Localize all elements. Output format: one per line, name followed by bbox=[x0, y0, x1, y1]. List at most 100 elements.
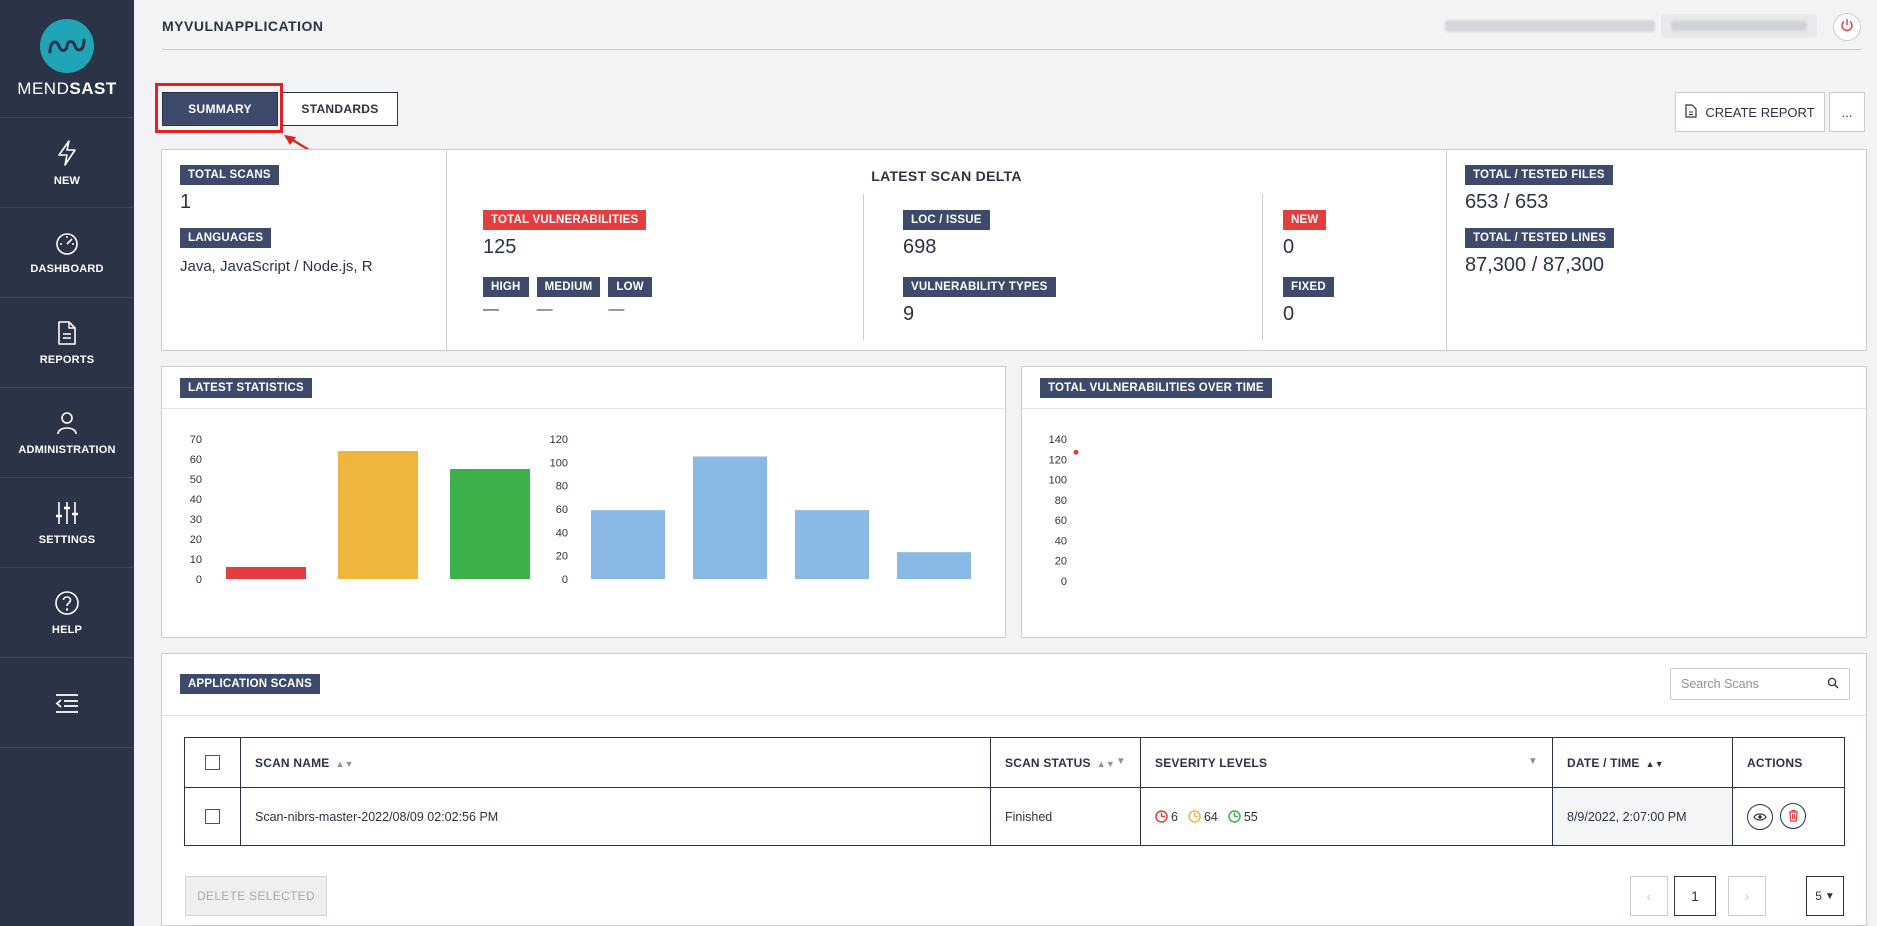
y-tick-label: 0 bbox=[1061, 576, 1067, 588]
bar bbox=[338, 451, 418, 579]
tab-summary[interactable]: SUMMARY bbox=[162, 92, 278, 126]
user-icon bbox=[55, 410, 79, 436]
y-tick-label: 100 bbox=[550, 457, 568, 469]
y-tick-label: 140 bbox=[1049, 434, 1067, 446]
sidebar-item-new[interactable]: NEW bbox=[0, 118, 134, 208]
sort-icon[interactable]: ▲▼ bbox=[335, 758, 354, 769]
loc-group: LOC / ISSUE 698 VULNERABILITY TYPES 9 bbox=[903, 210, 1056, 326]
sidebar-item-help[interactable]: HELP bbox=[0, 568, 134, 658]
more-options-button[interactable]: ... bbox=[1829, 92, 1865, 132]
sidebar-item-reports[interactable]: REPORTS bbox=[0, 298, 134, 388]
y-tick-label: 40 bbox=[190, 494, 202, 506]
summary-panel: TOTAL SCANS 1 LANGUAGES Java, JavaScript… bbox=[161, 149, 1867, 351]
sort-icon[interactable]: ▲▼ bbox=[1096, 758, 1115, 769]
create-report-button[interactable]: CREATE REPORT bbox=[1675, 92, 1825, 132]
bar bbox=[591, 510, 665, 579]
delete-button[interactable] bbox=[1780, 802, 1807, 829]
power-icon bbox=[1840, 18, 1854, 37]
y-tick-label: 80 bbox=[556, 481, 568, 493]
lines-label: TOTAL / TESTED LINES bbox=[1465, 228, 1615, 248]
divider bbox=[863, 194, 864, 340]
low-severity: 55 bbox=[1228, 810, 1258, 824]
row-checkbox[interactable] bbox=[205, 809, 220, 825]
latest-statistics-title: LATEST STATISTICS bbox=[180, 378, 312, 398]
delta-title: LATEST SCAN DELTA bbox=[871, 168, 1022, 184]
eye-icon bbox=[1753, 813, 1767, 821]
sidebar-item-label: SETTINGS bbox=[38, 533, 96, 546]
y-tick-label: 70 bbox=[190, 434, 202, 446]
sidebar-item-label: REPORTS bbox=[39, 353, 95, 366]
page-size-select[interactable]: 5 ▼ bbox=[1806, 876, 1844, 916]
application-scans-title: APPLICATION SCANS bbox=[180, 674, 320, 694]
delete-selected-button[interactable]: DELETE SELECTED bbox=[185, 876, 327, 916]
mend-logo-icon bbox=[40, 18, 94, 73]
document-icon bbox=[1685, 103, 1697, 121]
column-scan-name[interactable]: SCAN NAME ▲▼ bbox=[240, 737, 991, 788]
next-page-button[interactable]: › bbox=[1728, 876, 1766, 916]
y-tick-label: 80 bbox=[1055, 495, 1067, 507]
filter-icon[interactable]: ▼ bbox=[1115, 755, 1126, 767]
bar bbox=[450, 469, 530, 579]
clock-pie-icon bbox=[1228, 810, 1241, 823]
y-tick-label: 50 bbox=[190, 474, 202, 486]
gauge-icon bbox=[53, 231, 81, 255]
logout-button[interactable] bbox=[1833, 13, 1861, 41]
files-lines-overview: TOTAL / TESTED FILES 653 / 653 TOTAL / T… bbox=[1447, 150, 1866, 350]
total-vulnerabilities-value: 125 bbox=[483, 236, 517, 258]
collapse-menu-icon bbox=[54, 692, 80, 714]
high-value: — bbox=[483, 301, 499, 318]
collapse-sidebar-button[interactable] bbox=[0, 658, 134, 748]
account-selector-redacted[interactable] bbox=[1661, 14, 1817, 38]
medium-label: MEDIUM bbox=[536, 277, 601, 297]
actions-cell bbox=[1732, 787, 1845, 846]
sliders-icon bbox=[54, 500, 80, 526]
page-size-value: 5 bbox=[1815, 889, 1822, 903]
document-icon bbox=[56, 320, 78, 346]
annotation-highlight-box bbox=[155, 83, 283, 133]
sidebar-item-label: HELP bbox=[51, 623, 83, 636]
y-tick-label: 20 bbox=[556, 551, 568, 563]
view-button[interactable] bbox=[1747, 804, 1773, 831]
search-placeholder: Search Scans bbox=[1681, 677, 1759, 691]
select-all-checkbox[interactable] bbox=[205, 755, 220, 771]
brand-name: MENDSAST bbox=[17, 78, 117, 98]
loc-issue-label: LOC / ISSUE bbox=[903, 210, 990, 230]
sidebar-item-dashboard[interactable]: DASHBOARD bbox=[0, 208, 134, 298]
column-date-time[interactable]: DATE / TIME ▲▼ bbox=[1552, 737, 1733, 788]
clock-pie-icon bbox=[1155, 810, 1168, 823]
sidebar: MENDSAST NEW DASHBOARD REPORTS ADMINISTR… bbox=[0, 0, 134, 926]
y-tick-label: 20 bbox=[1055, 556, 1067, 568]
chevron-down-icon: ▼ bbox=[1824, 890, 1835, 902]
total-vulnerabilities-label: TOTAL VULNERABILITIES bbox=[483, 210, 647, 230]
tab-standards[interactable]: STANDARDS bbox=[282, 92, 398, 126]
page-1-button[interactable]: 1 bbox=[1674, 876, 1716, 916]
severity-cell: 6 64 55 bbox=[1140, 787, 1553, 846]
previous-page-button[interactable]: ‹ bbox=[1630, 876, 1668, 916]
sidebar-item-settings[interactable]: SETTINGS bbox=[0, 478, 134, 568]
tab-bar: SUMMARY STANDARDS bbox=[162, 92, 398, 126]
filter-icon[interactable]: ▼ bbox=[1527, 755, 1538, 767]
create-report-label: CREATE REPORT bbox=[1705, 104, 1815, 120]
sidebar-item-administration[interactable]: ADMINISTRATION bbox=[0, 388, 134, 478]
column-scan-status[interactable]: SCAN STATUS ▲▼ ▼ bbox=[990, 737, 1141, 788]
column-severity-levels[interactable]: SEVERITY LEVELS ▼ bbox=[1140, 737, 1553, 788]
logo[interactable]: MENDSAST bbox=[0, 0, 134, 118]
search-scans-input[interactable]: Search Scans bbox=[1670, 668, 1850, 700]
high-count: 6 bbox=[1171, 809, 1178, 824]
total-scans-value: 1 bbox=[180, 191, 192, 213]
y-tick-label: 100 bbox=[1049, 475, 1067, 487]
over-time-title: TOTAL VULNERABILITIES OVER TIME bbox=[1040, 378, 1272, 398]
medium-severity: 64 bbox=[1188, 810, 1218, 824]
y-tick-label: 30 bbox=[190, 514, 202, 526]
files-label: TOTAL / TESTED FILES bbox=[1465, 165, 1613, 185]
new-label: NEW bbox=[1283, 210, 1327, 230]
date-time-cell: 8/9/2022, 2:07:00 PM bbox=[1552, 787, 1733, 846]
scan-status-cell: Finished bbox=[990, 787, 1141, 846]
bolt-icon bbox=[55, 139, 79, 167]
sidebar-item-label: NEW bbox=[53, 174, 81, 187]
help-icon bbox=[54, 590, 80, 616]
languages-value: Java, JavaScript / Node.js, R bbox=[180, 258, 373, 275]
sort-icon[interactable]: ▲▼ bbox=[1645, 758, 1664, 769]
scans-table: SCAN NAME ▲▼ SCAN STATUS ▲▼ ▼ SEVERITY LEVE… bbox=[184, 737, 1845, 846]
scan-name-cell[interactable]: Scan-nibrs-master-2022/08/09 02:02:56 PM bbox=[240, 787, 991, 846]
